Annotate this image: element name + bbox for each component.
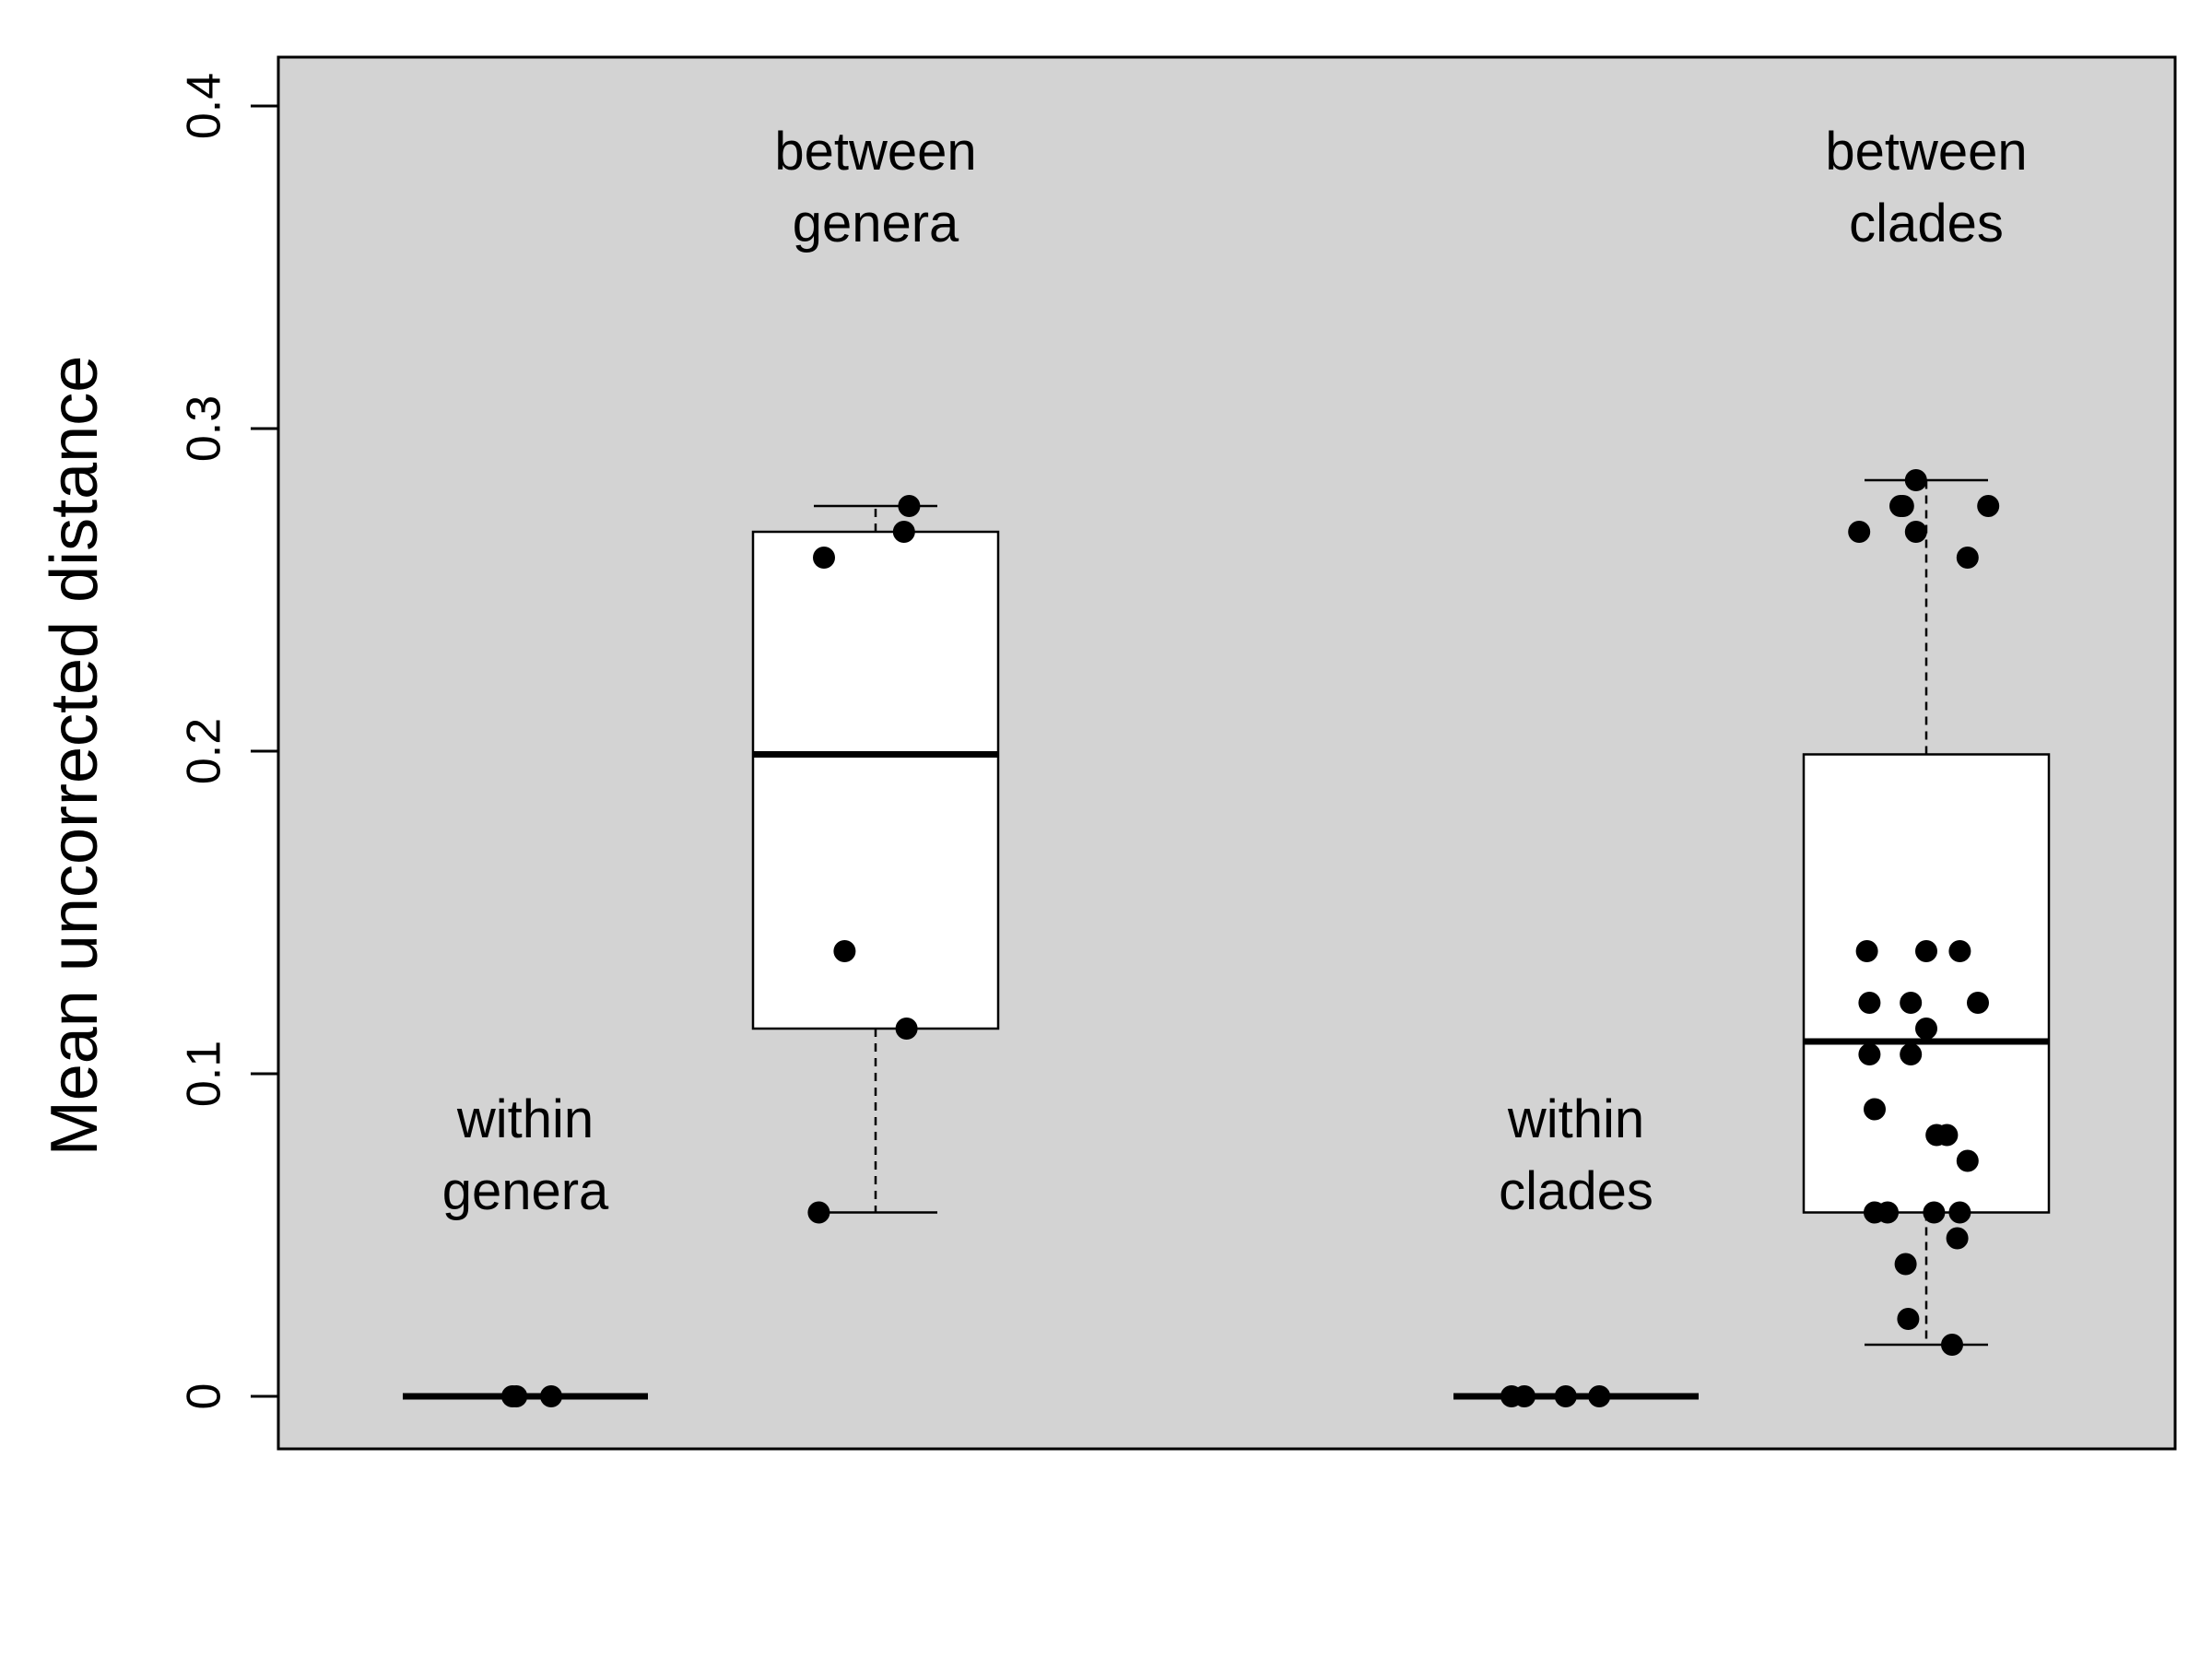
y-tick-label: 0.3: [178, 395, 231, 462]
data-point: [1848, 521, 1871, 543]
box-group: between clades: [1802, 122, 2051, 1356]
data-point: [1948, 1201, 1971, 1224]
data-point: [1915, 940, 1937, 962]
y-tick-label: 0.4: [178, 73, 231, 139]
data-point: [1900, 992, 1923, 1014]
data-point: [1923, 1201, 1946, 1224]
data-point: [1855, 940, 1878, 962]
box-group: within clades: [1453, 1089, 1699, 1407]
data-point: [1889, 495, 1912, 517]
y-axis: 0 0.1 0.2 0.3 0.4: [178, 73, 278, 1410]
data-point: [1915, 1018, 1937, 1040]
group-label: clades: [1849, 194, 2004, 253]
data-point: [1948, 940, 1971, 962]
data-point: [1897, 1308, 1920, 1330]
data-point: [1877, 1201, 1899, 1224]
group-label: clades: [1499, 1161, 1653, 1221]
data-point: [813, 547, 835, 569]
data-point: [1858, 992, 1881, 1014]
y-tick-label: 0.1: [178, 1041, 231, 1107]
data-point: [1864, 1098, 1886, 1121]
data-point: [1513, 1385, 1535, 1407]
group-label: between: [774, 122, 976, 182]
group-label: within: [1507, 1089, 1644, 1149]
plot-border: [276, 55, 2177, 1451]
data-point: [1894, 1253, 1917, 1276]
data-point: [1941, 1334, 1963, 1356]
data-point: [1900, 1043, 1923, 1065]
data-point: [807, 1201, 830, 1224]
data-point: [898, 495, 921, 517]
data-point: [1936, 1124, 1959, 1147]
box: [1802, 753, 2051, 1214]
data-point: [1904, 469, 1927, 491]
box-group: within genera: [403, 1089, 648, 1407]
y-tick-label: 0: [178, 1383, 231, 1410]
group-label: genera: [793, 194, 959, 253]
data-point: [1956, 547, 1979, 569]
data-point: [1904, 521, 1927, 543]
data-point: [1967, 992, 1989, 1014]
data-point: [1858, 1043, 1881, 1065]
data-point: [1977, 495, 2000, 517]
plot-background: [278, 57, 2175, 1449]
data-point: [1956, 1149, 1979, 1172]
data-point: [505, 1385, 528, 1407]
data-point: [833, 940, 856, 962]
box: [751, 530, 1000, 1030]
data-point: [892, 521, 915, 543]
box-group: between genera: [751, 122, 1000, 1224]
data-point: [540, 1385, 562, 1407]
data-point: [1554, 1385, 1577, 1407]
data-point: [1588, 1385, 1611, 1407]
data-point: [895, 1018, 918, 1040]
y-tick-label: 0.2: [178, 718, 231, 784]
group-label: genera: [442, 1161, 609, 1221]
group-label: between: [1825, 122, 2027, 182]
data-point: [1946, 1227, 1969, 1250]
group-label: within: [456, 1089, 594, 1149]
box-groups: withingenerabetweengenerawithincladesbet…: [403, 122, 2051, 1407]
y-axis-label: Mean uncorrected distance: [38, 356, 112, 1157]
